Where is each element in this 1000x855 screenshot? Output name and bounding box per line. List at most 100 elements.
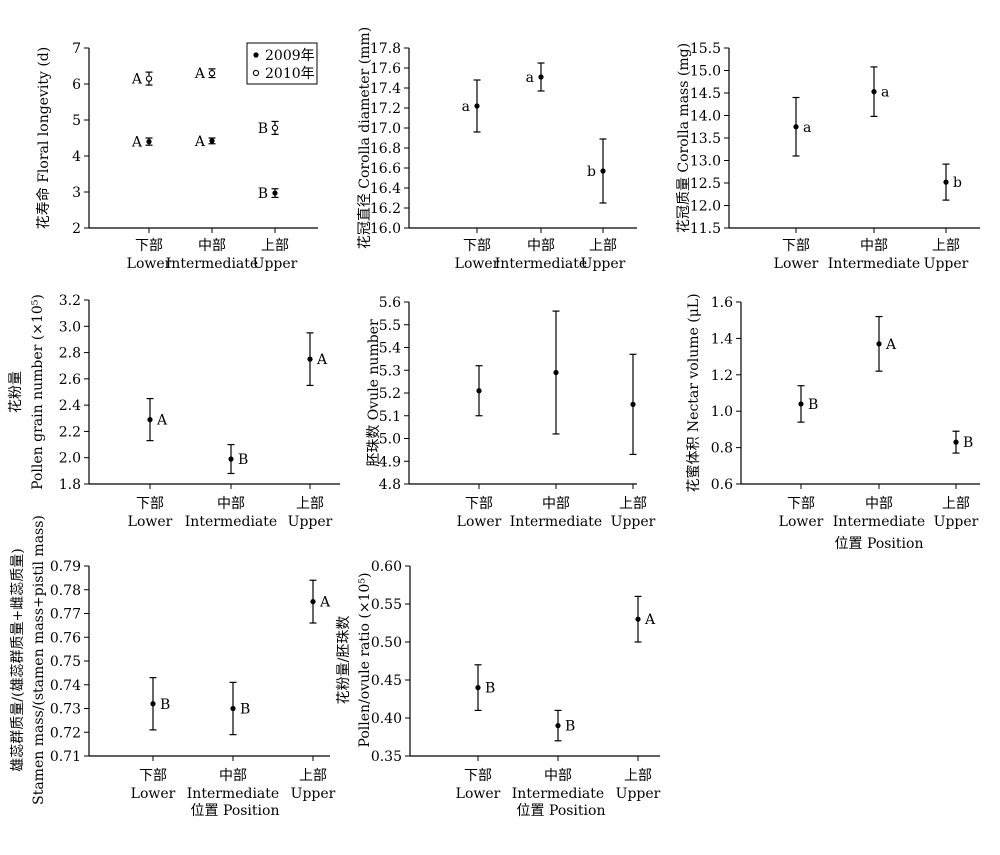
significance-label: B	[258, 121, 268, 137]
y-tick-label: 5	[72, 113, 81, 129]
data-point	[209, 138, 215, 144]
data-point-open	[145, 75, 153, 82]
significance-label: a	[803, 120, 811, 136]
significance-label: A	[885, 337, 897, 353]
significance-label: A	[194, 134, 206, 150]
significance-label: B	[485, 681, 495, 697]
y-axis-title: 花冠质量 Corolla mass (mg)	[676, 43, 692, 233]
y-tick-label: 12.0	[690, 199, 721, 215]
y-tick-label: 2	[72, 221, 81, 237]
significance-label: a	[462, 99, 470, 115]
y-axis-title: 花蜜体积 Nectar volume (μL)	[686, 293, 702, 492]
significance-label: B	[258, 186, 268, 202]
data-point	[310, 599, 316, 605]
y-tick-label: 5.2	[379, 386, 401, 402]
y-tick-label: 0.8	[711, 441, 733, 457]
y-tick-label: 0.73	[50, 702, 81, 718]
chart-panel-8: 0.35 0.40 0.45 0.50 0.55 0.60 下部 Lower 中部 Interme…	[336, 559, 661, 819]
legend-label: 2010年	[265, 66, 315, 82]
chart-panel-7: 0.71 0.72 0.73 0.74 0.75 0.76 0.77 0.78 0.79 下部 Lo…	[10, 515, 336, 819]
data-point	[555, 723, 561, 729]
y-tick-label: 0.60	[371, 559, 402, 575]
y-tick-label: 16.2	[370, 201, 401, 217]
y-tick-label: 2.2	[59, 424, 81, 440]
data-point	[474, 103, 480, 109]
significance-label: B	[160, 697, 170, 713]
y-tick-label: 3.0	[59, 319, 81, 335]
y-tick-label: 5.0	[379, 432, 401, 448]
y-tick-label: 17.6	[370, 61, 401, 77]
data-point	[635, 616, 641, 622]
x-tick-label-en: Lower	[131, 786, 176, 802]
legend-label: 2009年	[265, 48, 315, 64]
y-tick-label: 0.75	[50, 654, 81, 670]
data-point-open	[208, 70, 216, 77]
x-tick-label-cn: 下部	[787, 496, 815, 512]
x-tick-label-en: Intermediate	[510, 514, 602, 530]
y-tick-label: 7	[72, 41, 81, 57]
x-axis-title: 位置 Position	[835, 536, 924, 552]
significance-label: B	[240, 702, 250, 718]
data-point	[871, 89, 877, 95]
y-tick-label: 2.0	[59, 451, 81, 467]
significance-label: B	[963, 435, 973, 451]
x-tick-label-en: Intermediate	[495, 256, 587, 272]
x-tick-label-en: Intermediate	[166, 256, 258, 272]
x-tick-label-cn: 上部	[589, 238, 617, 254]
y-tick-label: 0.78	[50, 583, 81, 599]
x-tick-label-cn: 下部	[135, 238, 163, 254]
y-tick-label: 2.4	[59, 398, 81, 414]
y-tick-label: 6	[72, 77, 81, 93]
data-point	[147, 417, 153, 423]
x-tick-label-en: Intermediate	[828, 256, 920, 272]
y-tick-label: 14.0	[690, 109, 721, 125]
y-tick-label: 0.71	[50, 749, 81, 765]
data-point	[476, 388, 482, 394]
significance-label: a	[881, 85, 889, 101]
y-tick-label: 0.45	[371, 673, 402, 689]
y-tick-label: 1.8	[59, 477, 81, 493]
data-point	[876, 341, 882, 347]
x-axis-title: 位置 Position	[191, 803, 280, 819]
significance-label: b	[953, 175, 962, 191]
x-tick-label-en: Lower	[456, 786, 501, 802]
y-tick-label: 14.5	[690, 86, 721, 102]
y-tick-label: 17.4	[370, 81, 401, 97]
y-tick-label: 1.0	[711, 404, 733, 420]
x-tick-label-cn: 上部	[261, 238, 289, 254]
data-point	[798, 401, 804, 407]
y-tick-label: 1.2	[711, 368, 733, 384]
x-tick-label-en: Upper	[288, 514, 333, 530]
y-tick-label: 5.5	[379, 318, 401, 334]
y-tick-label: 16.8	[370, 141, 401, 157]
y-tick-label: 1.6	[711, 295, 733, 311]
significance-label: b	[587, 164, 596, 180]
x-tick-label-cn: 下部	[136, 496, 164, 512]
x-tick-label-en: Upper	[291, 786, 336, 802]
y-axis-title: 花粉量	[8, 371, 24, 413]
x-tick-label-cn: 中部	[860, 238, 888, 254]
x-tick-label-cn: 下部	[465, 496, 493, 512]
data-point	[150, 701, 156, 707]
x-tick-label-en: Upper	[253, 256, 298, 272]
x-tick-label-cn: 中部	[198, 238, 226, 254]
data-point	[538, 74, 544, 80]
significance-label: B	[565, 719, 575, 735]
x-tick-label-en: Lower	[779, 514, 824, 530]
x-tick-label-en: Upper	[611, 514, 656, 530]
significance-label: A	[644, 612, 656, 628]
x-tick-label-en: Upper	[934, 514, 979, 530]
x-tick-label-en: Upper	[924, 256, 969, 272]
significance-label: A	[131, 135, 143, 151]
x-tick-label-cn: 中部	[542, 496, 570, 512]
x-tick-label-cn: 中部	[527, 238, 555, 254]
x-axis-title: 位置 Position	[517, 803, 606, 819]
y-tick-label: 0.35	[371, 749, 402, 765]
significance-label: A	[131, 72, 143, 88]
x-tick-label-cn: 上部	[942, 496, 970, 512]
y-tick-label: 11.5	[690, 221, 721, 237]
legend: 2009年 2010年	[246, 42, 318, 85]
data-point	[953, 439, 959, 445]
y-tick-label: 16.0	[370, 221, 401, 237]
x-tick-label-cn: 中部	[865, 496, 893, 512]
